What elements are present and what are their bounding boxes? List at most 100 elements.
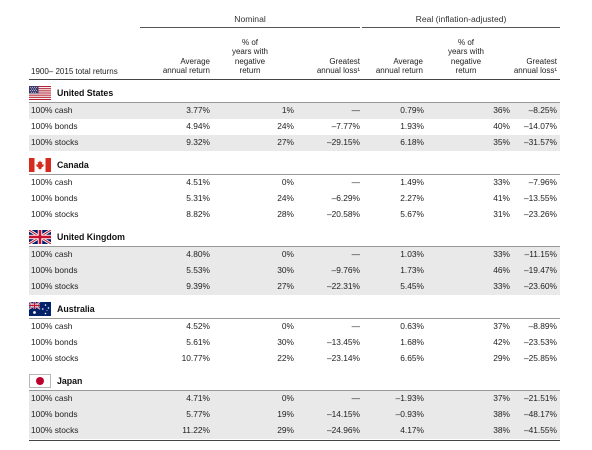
asset-label: 100% stocks [31, 137, 79, 147]
real-neg-value: 29% [493, 353, 510, 363]
real-loss-value: –7.96% [528, 177, 557, 187]
real-loss-value: –11.15% [524, 249, 557, 259]
table-row: 100% stocks 9.32% 27% –29.15% 6.18% 35% … [29, 135, 560, 151]
country-name: United States [57, 88, 114, 98]
real-loss-value: –23.26% [523, 209, 557, 219]
nominal-loss-header: Greatest annual loss¹ [280, 57, 360, 76]
real-neg-value: 46% [493, 265, 510, 275]
asset-label: 100% bonds [31, 121, 78, 131]
nominal-avg-value: 4.51% [186, 177, 210, 187]
us-flag-icon [29, 86, 51, 100]
real-loss-header-line: Greatest [526, 57, 557, 66]
real-avg-header-line: annual return [375, 66, 423, 76]
country-heading-united-states: United States [29, 85, 113, 101]
nominal-neg-value: 30% [277, 337, 294, 347]
country-heading-united-kingdom: United Kingdom [29, 229, 125, 245]
country-rule [29, 390, 560, 391]
nominal-loss-value: –13.45% [326, 337, 360, 347]
real-neg-value: 33% [493, 177, 510, 187]
table-bottom-rule [29, 440, 560, 441]
table-row: 100% bonds 4.94% 24% –7.77% 1.93% 40% –1… [29, 119, 560, 135]
real-loss-value: –31.57% [523, 137, 557, 147]
table-row: 100% cash 3.77% 1% — 0.79% 36% –8.25% [29, 103, 560, 119]
real-group-header: Real (inflation-adjusted) [415, 14, 507, 24]
nominal-loss-value: — [351, 393, 360, 403]
country-rule [29, 102, 560, 103]
uk-flag-icon [29, 230, 51, 244]
asset-label: 100% stocks [31, 425, 79, 435]
nominal-avg-value: 3.77% [186, 105, 210, 115]
table-row: 100% stocks 11.22% 29% –24.96% 4.17% 38%… [29, 423, 560, 439]
nominal-avg-value: 4.52% [186, 321, 210, 331]
nominal-avg-value: 5.77% [186, 409, 210, 419]
table-row: 100% bonds 5.61% 30% –13.45% 1.68% 42% –… [29, 335, 560, 351]
real-neg-value: 36% [493, 105, 510, 115]
country-rule [29, 318, 560, 319]
real-avg-value: 2.27% [400, 193, 424, 203]
nominal-group-header: Nominal [234, 14, 266, 24]
nominal-neg-value: 0% [281, 393, 294, 403]
real-neg-header-line: % of [457, 38, 474, 47]
nominal-neg-header-line: negative [234, 56, 266, 66]
asset-label: 100% stocks [31, 353, 79, 363]
table-row: 100% cash 4.52% 0% — 0.63% 37% –8.89% [29, 319, 560, 335]
asset-label: 100% bonds [31, 265, 78, 275]
real-avg-value: 1.93% [400, 121, 424, 131]
real-neg-value: 33% [493, 281, 510, 291]
real-group-rule [362, 27, 560, 28]
nominal-loss-value: –20.58% [326, 209, 360, 219]
real-neg-value: 40% [493, 121, 510, 131]
nominal-loss-value: –24.96% [326, 425, 360, 435]
nominal-avg-value: 10.77% [181, 353, 210, 363]
real-avg-value: 6.18% [400, 137, 424, 147]
nominal-loss-header-line: Greatest [329, 57, 360, 66]
table-row: 100% bonds 5.53% 30% –9.76% 1.73% 46% –1… [29, 263, 560, 279]
country-rule [29, 246, 560, 247]
country-rule [29, 174, 560, 175]
real-avg-header-line: Average [393, 57, 423, 66]
real-avg-value: 0.79% [400, 105, 424, 115]
real-loss-value: –19.47% [523, 265, 557, 275]
real-loss-header: Greatest annual loss¹ [477, 57, 557, 76]
real-neg-header-line: return [455, 66, 477, 76]
nominal-avg-header-line: annual return [162, 66, 210, 76]
real-avg-value: 1.03% [400, 249, 424, 259]
real-loss-value: –8.89% [528, 321, 557, 331]
nominal-neg-value: 0% [281, 321, 294, 331]
real-neg-header: % of years with negative return [436, 38, 496, 76]
real-loss-value: –8.25% [528, 105, 557, 115]
asset-label: 100% bonds [31, 337, 78, 347]
asset-label: 100% cash [31, 249, 73, 259]
country-name: Canada [57, 160, 89, 170]
nominal-loss-value: –29.15% [326, 137, 360, 147]
nominal-loss-value: — [351, 321, 360, 331]
real-avg-value: –1.93% [395, 393, 424, 403]
nominal-avg-value: 9.32% [186, 137, 210, 147]
nominal-neg-value: 29% [277, 425, 294, 435]
real-loss-value: –14.07% [523, 121, 557, 131]
nominal-avg-value: 4.71% [186, 393, 210, 403]
asset-label: 100% cash [31, 321, 73, 331]
real-avg-value: 1.73% [400, 265, 424, 275]
nominal-avg-value: 9.39% [186, 281, 210, 291]
nominal-avg-value: 5.61% [186, 337, 210, 347]
nominal-neg-value: 22% [277, 353, 294, 363]
country-heading-australia: Australia [29, 301, 95, 317]
real-neg-value: 33% [493, 249, 510, 259]
real-neg-value: 37% [493, 393, 510, 403]
real-loss-value: –48.17% [523, 409, 557, 419]
nominal-avg-value: 11.22% [182, 425, 210, 435]
nominal-loss-value: –14.15% [326, 409, 360, 419]
nominal-avg-value: 4.80% [186, 249, 210, 259]
real-avg-value: 0.63% [400, 321, 424, 331]
first-column-header: 1900– 2015 total returns [31, 67, 118, 76]
table-row: 100% bonds 5.31% 24% –6.29% 2.27% 41% –1… [29, 191, 560, 207]
asset-label: 100% cash [31, 177, 73, 187]
nominal-avg-header: Average annual return [130, 57, 210, 76]
real-avg-value: 6.65% [400, 353, 424, 363]
nominal-neg-value: 1% [281, 105, 294, 115]
country-heading-japan: Japan [29, 373, 82, 389]
real-neg-value: 31% [493, 209, 510, 219]
real-neg-value: 41% [493, 193, 510, 203]
table-row: 100% cash 4.80% 0% — 1.03% 33% –11.15% [29, 247, 560, 263]
